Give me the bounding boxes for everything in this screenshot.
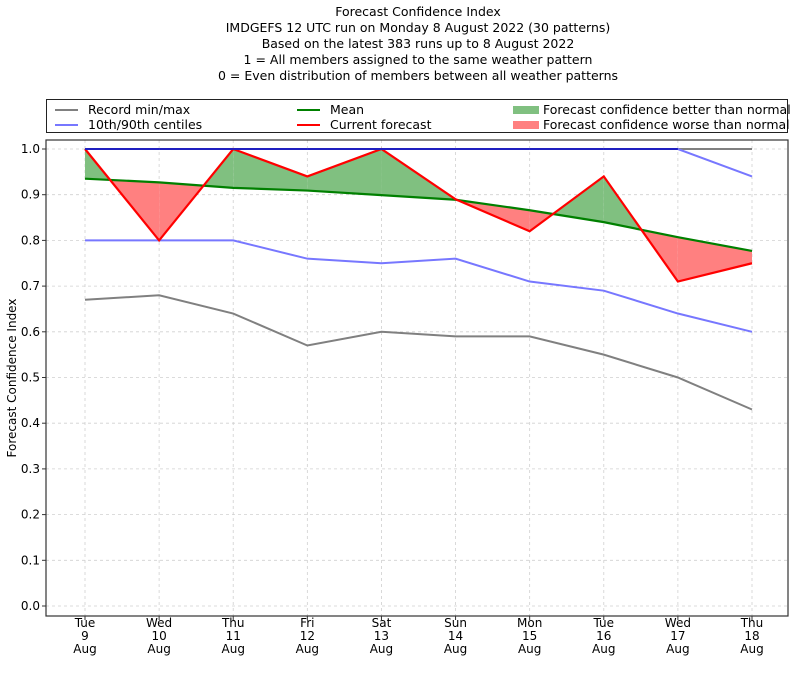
x-tick-label: Tue — [74, 616, 96, 630]
x-tick-label: Aug — [518, 642, 541, 656]
series-line-current-forecast — [84, 147, 753, 283]
fill-better-than-normal — [233, 149, 308, 191]
title-line-2: IMDGEFS 12 UTC run on Monday 8 August 20… — [225, 20, 611, 35]
y-tick-label: 0.4 — [21, 416, 40, 430]
series-lines — [84, 147, 753, 411]
legend-swatch-current — [297, 123, 320, 126]
x-tick-label: Aug — [592, 642, 615, 656]
legend-swatch-better — [513, 105, 539, 114]
x-tick-label: 16 — [596, 629, 611, 643]
x-tick-label: Wed — [146, 616, 172, 630]
title-line-4: 1 = All members assigned to the same wea… — [243, 52, 593, 67]
y-tick-label: 0.8 — [21, 233, 40, 247]
x-tick-label: 18 — [744, 629, 759, 643]
legend-item-mean: Mean — [297, 102, 364, 117]
legend-label-worse: Forecast confidence worse than normal — [543, 117, 790, 132]
x-tick-label: Aug — [73, 642, 96, 656]
y-tick-label: 0.3 — [21, 462, 40, 476]
y-axis: 0.0 0.1 0.2 0.3 0.4 0.5 0.6 0.7 0.8 0.9 1.0 — [21, 142, 46, 613]
x-tick-label: 13 — [374, 629, 389, 643]
x-tick-label: 10 — [151, 629, 166, 643]
x-tick-label: Thu — [740, 616, 764, 630]
legend-item-worse: Forecast confidence worse than normal — [513, 117, 790, 132]
legend-label-current: Current forecast — [330, 117, 432, 132]
legend-label-record: Record min/max — [88, 102, 191, 117]
x-tick-label: Sat — [372, 616, 392, 630]
chart-legend: Record min/max 10th/90th centiles Mean C… — [46, 99, 791, 133]
x-axis: Tue9AugWed10AugThu11AugFri12AugSat13AugS… — [73, 616, 764, 656]
x-tick-label: Fri — [300, 616, 314, 630]
legend-swatch-record — [55, 108, 78, 111]
title-line-1: Forecast Confidence Index — [335, 4, 501, 19]
x-tick-label: Mon — [517, 616, 542, 630]
x-tick-label: Aug — [222, 642, 245, 656]
series-line-10th-centile — [85, 239, 753, 333]
y-tick-label: 0.7 — [21, 279, 40, 293]
fill-better-than-normal — [307, 149, 382, 196]
x-tick-label: Aug — [296, 642, 319, 656]
x-tick-label: 11 — [226, 629, 241, 643]
x-tick-label: 17 — [670, 629, 685, 643]
legend-item-centiles: 10th/90th centiles — [55, 117, 202, 132]
legend-item-current: Current forecast — [297, 117, 431, 132]
x-tick-label: Aug — [444, 642, 467, 656]
y-tick-label: 0.2 — [21, 508, 40, 522]
x-tick-label: Aug — [370, 642, 393, 656]
fill-better-than-normal — [553, 176, 604, 223]
legend-item-record: Record min/max — [55, 102, 190, 117]
legend-swatch-mean — [297, 108, 320, 111]
x-tick-label: Tue — [593, 616, 615, 630]
y-tick-label: 0.6 — [21, 325, 40, 339]
legend-label-better: Forecast confidence better than normal — [543, 102, 791, 117]
y-axis-label: Forecast Confidence Index — [5, 299, 19, 458]
y-tick-label: 0.5 — [21, 371, 40, 385]
x-tick-label: Aug — [740, 642, 763, 656]
x-tick-label: 15 — [522, 629, 537, 643]
title-line-3: Based on the latest 383 runs up to 8 Aug… — [261, 36, 575, 51]
legend-swatch-centiles — [55, 123, 78, 126]
legend-label-centiles: 10th/90th centiles — [88, 117, 203, 132]
series-line-90th-centile — [85, 148, 753, 178]
series-line-record-min — [84, 294, 753, 411]
y-tick-label: 0.0 — [21, 599, 40, 613]
x-tick-label: Aug — [666, 642, 689, 656]
x-tick-label: 9 — [81, 629, 89, 643]
legend-label-mean: Mean — [330, 102, 365, 117]
x-tick-label: Wed — [665, 616, 691, 630]
y-tick-label: 0.9 — [21, 188, 40, 202]
x-tick-label: Aug — [147, 642, 170, 656]
chart-title: Forecast Confidence Index IMDGEFS 12 UTC… — [0, 4, 800, 84]
x-tick-label: Thu — [221, 616, 245, 630]
title-line-5: 0 = Even distribution of members between… — [217, 68, 619, 83]
y-tick-label: 1.0 — [21, 142, 40, 156]
x-tick-label: 14 — [448, 629, 463, 643]
x-tick-label: 12 — [300, 629, 315, 643]
x-tick-label: Sun — [444, 616, 467, 630]
y-tick-label: 0.1 — [21, 553, 40, 567]
legend-item-better: Forecast confidence better than normal — [513, 102, 791, 117]
legend-swatch-worse — [513, 120, 539, 129]
